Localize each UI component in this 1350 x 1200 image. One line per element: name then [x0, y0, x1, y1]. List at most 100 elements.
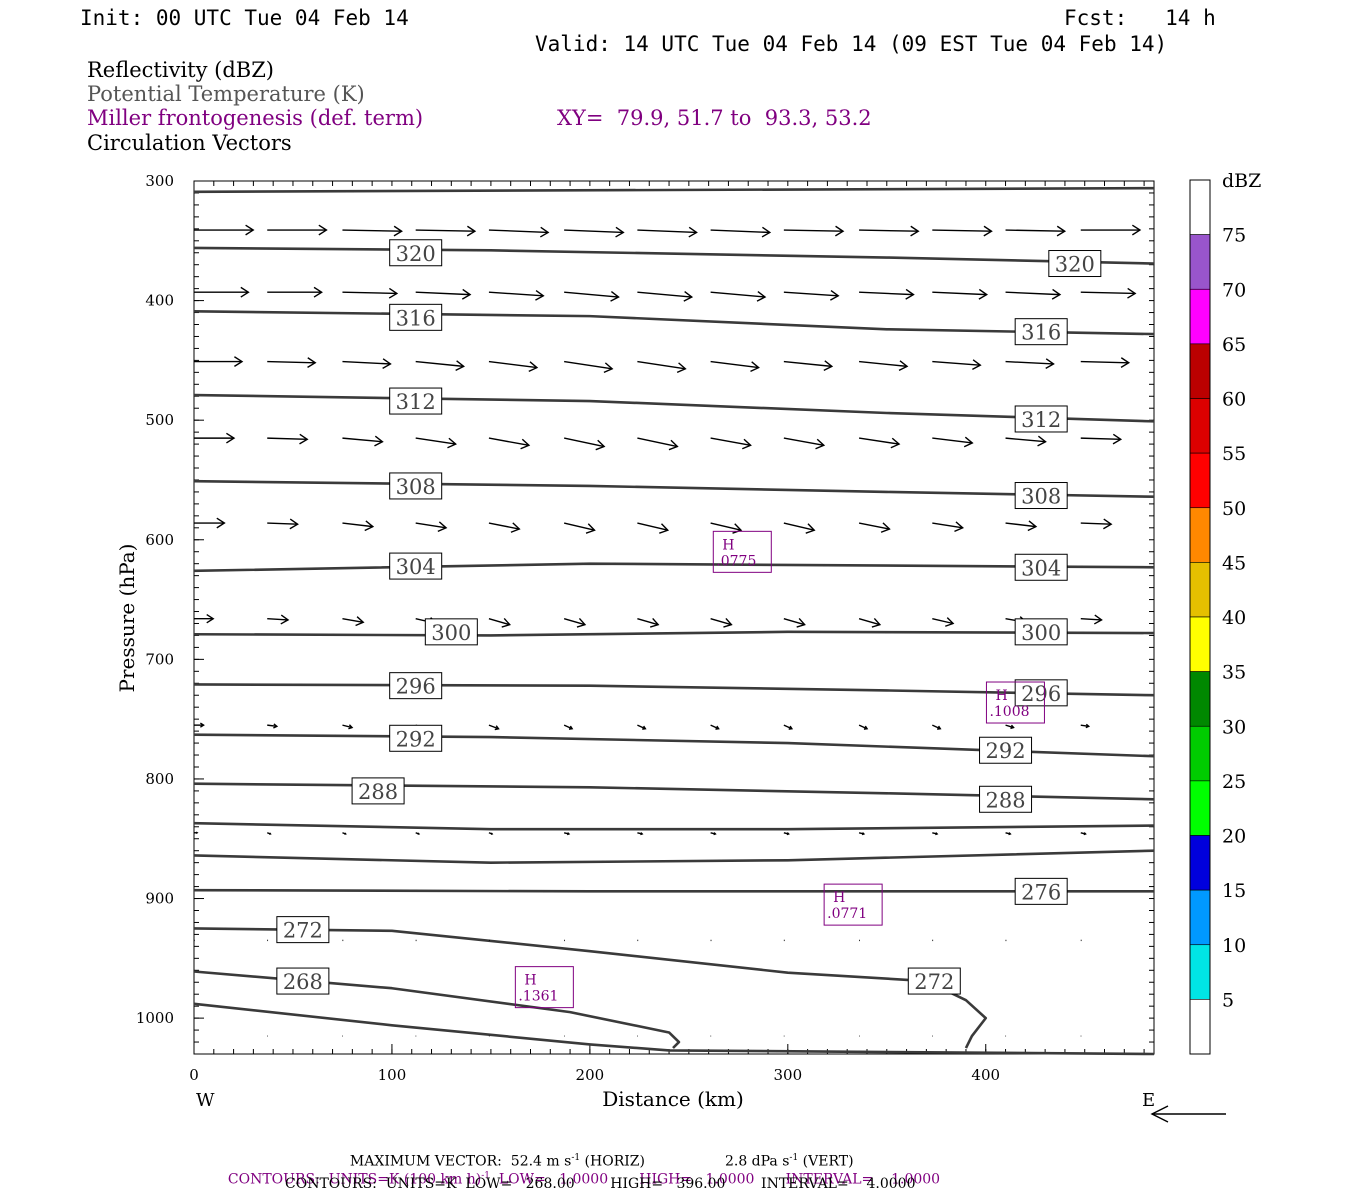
isentrope-label-292: 292 [985, 739, 1025, 763]
circulation-vector [710, 618, 732, 626]
isentrope-label-box [1014, 318, 1068, 346]
circulation-vector-head [539, 226, 550, 238]
circulation-vector [710, 522, 742, 531]
circulation-vector-head [880, 522, 891, 533]
circulation-vector-head [1085, 723, 1091, 729]
circulation-vector-head [937, 725, 942, 730]
circulation-vector-head [348, 724, 354, 730]
plot-border [193, 180, 1155, 1055]
isentrope-label-316: 316 [1021, 321, 1061, 345]
y-tick-label: 900 [145, 890, 174, 908]
circulation-vector [267, 522, 298, 525]
circulation-vector [783, 229, 844, 232]
isentrope-268 [193, 970, 681, 1049]
isentrope-label-268: 268 [283, 970, 323, 994]
circulation-vector-head [1037, 435, 1047, 447]
circulation-vector [932, 437, 973, 444]
colorbar-label: 5 [1222, 989, 1234, 1011]
isentrope-label-272: 272 [283, 919, 323, 943]
circulation-vector-head [520, 438, 531, 450]
circulation-vector [342, 291, 397, 295]
circulation-vector-head [761, 226, 772, 238]
isentrope-label-box [389, 387, 443, 415]
circulation-vector-head [1103, 518, 1113, 530]
field-potential-temperature: Potential Temperature (K) [87, 82, 365, 106]
isentrope-label-304: 304 [396, 555, 436, 579]
circulation-vector [415, 522, 447, 529]
isentrope-label-box [389, 239, 443, 267]
circulation-vector [267, 437, 308, 441]
forecast-hour: Fcst: 14 h [1064, 6, 1216, 30]
isentrope-label-box [1014, 618, 1068, 646]
isentrope-label-276: 276 [1021, 880, 1061, 904]
circulation-vector-head [206, 613, 215, 624]
circulation-vector-head [344, 832, 347, 835]
circulation-vector-head [364, 520, 375, 532]
isentrope-label-box [389, 303, 443, 331]
circulation-vector [1005, 522, 1037, 528]
colorbar-label: 70 [1222, 279, 1246, 301]
colorbar-border [1189, 179, 1211, 1055]
circulation-vector-head [461, 288, 472, 300]
circulation-vector-head [1008, 832, 1012, 836]
circulation-vector [415, 229, 475, 232]
circulation-vector-head [466, 225, 477, 237]
circulation-vector [637, 229, 697, 234]
circulation-vector [564, 229, 624, 234]
isentrope-label-box [1014, 482, 1068, 510]
colorbar-label: 75 [1222, 225, 1246, 247]
circulation-vector-head [195, 831, 199, 835]
reference-vector-head [1150, 1105, 1169, 1123]
circulation-vector-head [954, 521, 964, 533]
circulation-vector [342, 724, 353, 729]
circulation-vector-head [1112, 433, 1123, 445]
circulation-vector [859, 229, 919, 232]
max-vector-vert: 2.8 dPa s [724, 1153, 790, 1170]
isentrope-label-box [389, 552, 443, 580]
circulation-vector-head [713, 832, 717, 836]
circulation-vector [1005, 360, 1054, 365]
frontogenesis-max-box [712, 530, 772, 573]
circulation-vector-head [568, 725, 574, 730]
circulation-vector [564, 437, 605, 448]
circulation-vector-head [318, 224, 328, 236]
circulation-vector [1005, 724, 1014, 729]
circulation-vector [932, 229, 992, 232]
circulation-vector-head [935, 832, 939, 836]
circulation-vector [783, 724, 793, 730]
cross-section-endpoints: XY= 79.9, 51.7 to 93.3, 53.2 [557, 106, 872, 130]
isentrope-label-box [979, 736, 1033, 764]
circulation-vector-head [603, 362, 614, 374]
circulation-vector [415, 437, 456, 445]
circulation-vector [858, 522, 890, 530]
circulation-vector [488, 360, 538, 369]
circulation-vector [858, 437, 900, 445]
colorbar: 5 10 15 20 25 30 35 40 45 50 55 60 65 70 75 dBZ [1189, 170, 1261, 1055]
circulation-vector-head [226, 432, 236, 444]
isentrope-296 [193, 683, 1155, 697]
isentrope-labels: 320 320 316 316 312 312 308 308 304 304 300 300 296 2… [276, 239, 1102, 995]
circulation-vector-head [566, 832, 571, 836]
field-circulation-vectors: Circulation Vectors [87, 131, 292, 155]
circulation-vector-head [245, 224, 255, 236]
isentrope-label-box [351, 777, 405, 805]
colorbar-segment [1189, 999, 1211, 1055]
circulation-vector [564, 291, 619, 298]
isentrope-320 [193, 246, 1155, 265]
circulation-vector-head [1056, 225, 1067, 237]
circulation-vector [488, 522, 520, 530]
isentrope-label-316: 316 [396, 306, 436, 330]
circulation-vector-head [642, 725, 647, 730]
colorbar-segment [1189, 234, 1211, 290]
isentrope-312 [193, 393, 1155, 423]
circulation-vector [783, 291, 839, 297]
y-tick-label: 400 [145, 292, 174, 310]
isentrope-304 [193, 562, 1155, 573]
circulation-vector-head [1027, 520, 1038, 532]
x-tick-label: 400 [971, 1066, 1000, 1084]
circulation-vector [563, 618, 586, 626]
circulation-vector [1005, 437, 1046, 443]
x-tick-label: 200 [576, 1066, 605, 1084]
circulation-vector-head [963, 436, 974, 448]
